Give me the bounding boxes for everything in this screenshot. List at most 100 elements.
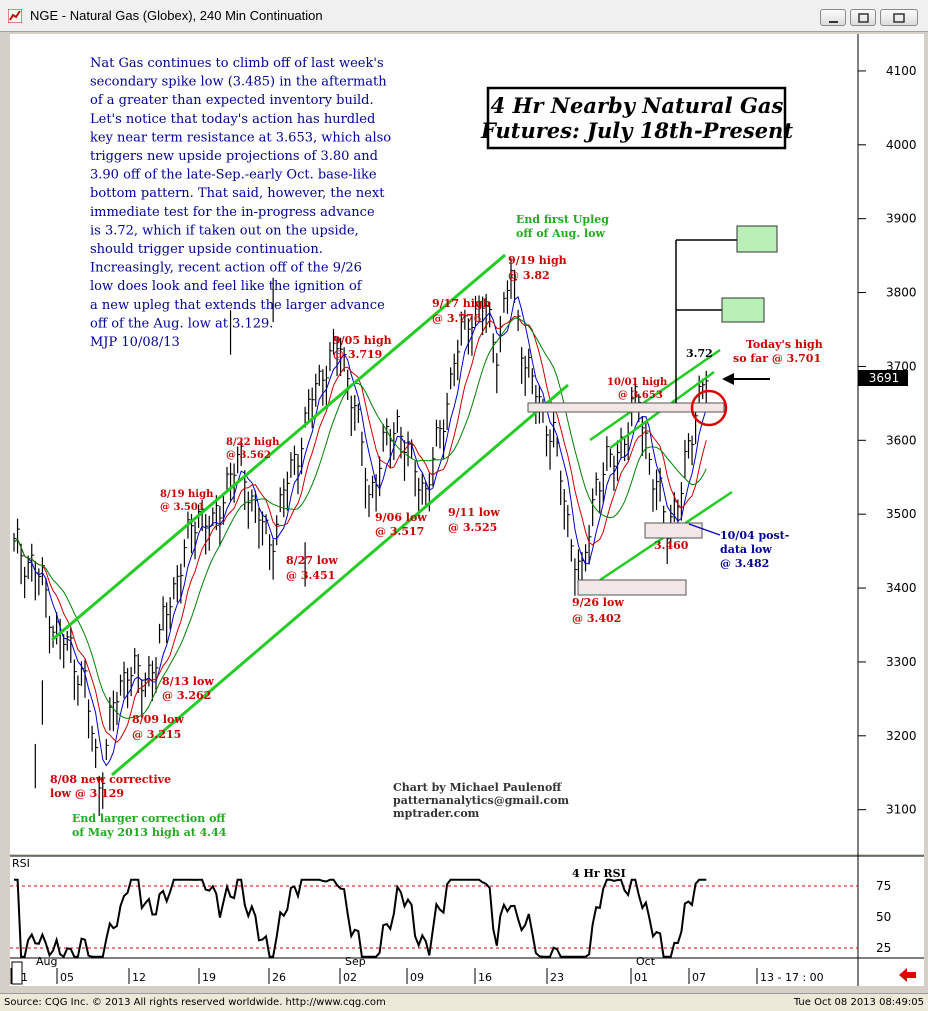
chart-window[interactable]: 3100 3200 3300 3400 3500 3600 3700 3800 3900 4000… [0, 32, 928, 992]
commentary-line: of a greater than expected inventory bui… [90, 93, 374, 108]
rsi-line [14, 878, 707, 959]
last-price-tag [858, 370, 908, 386]
commentary-line: Nat Gas continues to climb off of last w… [90, 56, 384, 71]
month-label: Aug [36, 955, 57, 968]
rsi-axis-ticks: 25 50 75 [876, 879, 891, 955]
y-tick-label: 3100 [886, 803, 917, 817]
sep05-label-1: 9/05 high [333, 334, 392, 347]
sep06-label-1: 9/06 low [375, 511, 427, 524]
minimize-button[interactable] [820, 9, 846, 26]
today-label-1: Today's high [746, 338, 823, 351]
end-upleg-label-2: off of Aug. low [516, 227, 605, 240]
timestamp-text: Tue Oct 08 2013 08:49:05 [793, 997, 924, 1008]
oct01-label-1: 10/01 high [607, 377, 668, 388]
oct04-pointer [688, 523, 721, 536]
time-axis[interactable] [10, 958, 924, 986]
rsi-label: RSI [12, 857, 30, 870]
scroll-thumb[interactable] [11, 961, 23, 985]
y-tick-label: 3600 [886, 433, 917, 447]
moving-average-line [13, 317, 707, 719]
y-tick-label: 4100 [886, 64, 917, 78]
today-label-2: so far @ 3.701 [733, 352, 821, 365]
restore-button[interactable] [850, 9, 876, 26]
sep17-label-2: @ 3.776 [432, 312, 482, 325]
day-label: 09 [410, 971, 424, 984]
sep19-label-2: @ 3.82 [508, 269, 550, 282]
oct04-label-2: data low [720, 543, 772, 556]
status-bar: Source: CQG Inc. © 2013 All rights reser… [0, 993, 928, 1011]
y-tick-label: 3800 [886, 286, 917, 300]
y-tick-label: 3500 [886, 507, 917, 521]
aug19-label-2: @ 3.501 [160, 502, 205, 513]
aug09-label-2: @ 3.215 [132, 728, 181, 741]
minimize-icon [829, 21, 838, 23]
commentary-line: key near term resistance at 3.653, which… [90, 130, 391, 145]
rsi-tick-label: 25 [876, 941, 891, 955]
day-label: 16 [478, 971, 492, 984]
oct04-label-3: @ 3.482 [720, 557, 769, 570]
y-axis-ticks: 3100 3200 3300 3400 3500 3600 3700 3800 3900 4000… [858, 64, 917, 817]
y-tick-label: 3400 [886, 581, 917, 595]
commentary-line: Let's notice that today's action has hur… [90, 112, 375, 127]
window-titlebar[interactable]: NGE - Natural Gas (Globex), 240 Min Cont… [0, 0, 928, 32]
y-tick-label: 3700 [886, 359, 917, 373]
credit-site: mptrader.com [393, 807, 480, 820]
price-axis[interactable] [858, 34, 924, 854]
aug08-label-1: 8/08 new corrective [50, 773, 171, 786]
day-label: 02 [343, 971, 357, 984]
aug19-label-1: 8/19 high [160, 489, 214, 500]
sep06-label-2: @ 3.517 [375, 525, 424, 538]
level-3460-label: 3.460 [654, 539, 689, 552]
end-upleg-label-1: End first Upleg [516, 213, 609, 226]
aug08-label-2: low @ 3.129 [50, 787, 124, 800]
month-label: Oct [636, 955, 656, 968]
day-label: 26 [272, 971, 286, 984]
lower-channel-line [111, 383, 569, 777]
oct04-label-1: 10/04 post- [720, 529, 789, 542]
credit-author: Chart by Michael Paulenoff [393, 781, 562, 794]
support-box-3460 [644, 522, 703, 539]
commentary-line: Increasingly, recent action off of the 9… [90, 261, 362, 276]
price-chart[interactable]: 3100 3200 3300 3400 3500 3600 3700 3800 3900 4000… [0, 32, 928, 992]
sep26-label-2: @ 3.402 [572, 612, 621, 625]
end-correction-label-2: of May 2013 high at 4.44 [72, 826, 227, 839]
chart-title-line1: 4 Hr Nearby Natural Gas [491, 93, 784, 118]
sep11-label-2: @ 3.525 [448, 521, 497, 534]
commentary-line: immediate test for the in-progress advan… [90, 205, 375, 220]
y-tick-label: 4000 [886, 138, 917, 152]
maximize-button[interactable] [880, 9, 918, 26]
sep17-label-1: 9/17 high [432, 297, 491, 310]
window-title: NGE - Natural Gas (Globex), 240 Min Cont… [30, 8, 323, 23]
moving-average-line [13, 296, 707, 767]
app-icon [8, 9, 22, 23]
aug09-label-1: 8/09 low [132, 713, 184, 726]
month-label: Sep [345, 955, 366, 968]
day-label: 13 - 17 : 00 [760, 971, 824, 984]
sep05-label-2: @ 3.719 [333, 348, 382, 361]
rsi-pane[interactable] [10, 856, 858, 958]
price-pane[interactable] [10, 34, 858, 854]
rsi-tick-label: 50 [876, 910, 891, 924]
rsi-tick-label: 75 [876, 879, 891, 893]
y-tick-label: 3900 [886, 212, 917, 226]
sep26-label-1: 9/26 low [572, 596, 624, 609]
day-label: 19 [202, 971, 216, 984]
support-box-3402 [577, 579, 687, 596]
aug22-label-2: @ 3.562 [226, 450, 271, 461]
aug27-label-2: @ 3.451 [286, 569, 335, 582]
moving-averages [13, 296, 707, 767]
sep11-label-1: 9/11 low [448, 506, 500, 519]
scroll-left-arrow-icon[interactable] [899, 968, 916, 982]
aug13-label-1: 8/13 low [162, 675, 214, 688]
commentary-line: triggers new upside projections of 3.80 … [90, 149, 378, 164]
day-label: 07 [692, 971, 706, 984]
maximize-icon [893, 13, 905, 23]
last-price-value: 3691 [869, 371, 900, 385]
commentary-line: low does look and feel like the ignition… [90, 279, 363, 294]
commentary-line: should trigger upside continuation. [90, 242, 323, 257]
day-label: 05 [60, 971, 74, 984]
commentary-line: secondary spike low (3.485) in the after… [90, 75, 387, 90]
commentary-line: off of the Aug. low at 3.129. [90, 316, 273, 331]
rsi-axis[interactable] [858, 856, 924, 958]
oct01-label-2: @ 3.653 [618, 390, 663, 401]
